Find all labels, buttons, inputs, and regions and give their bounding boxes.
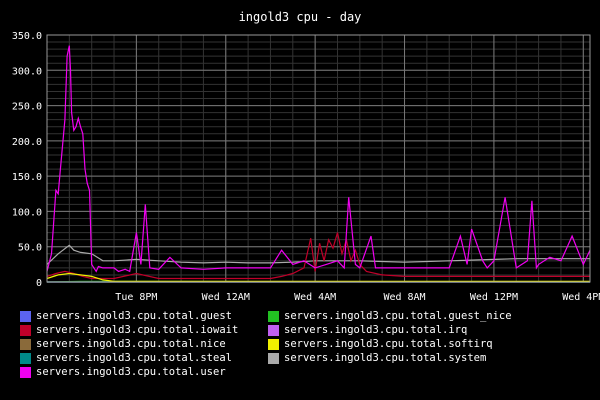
legend-item-nice: servers.ingold3.cpu.total.nice: [20, 337, 268, 351]
x-tick-label: Wed 8AM: [383, 292, 425, 303]
grid: [46, 34, 590, 283]
legend-label: servers.ingold3.cpu.total.irq: [284, 323, 468, 336]
legend: servers.ingold3.cpu.total.guest servers.i…: [20, 309, 580, 379]
x-tick-label: Wed 12AM: [202, 292, 250, 303]
plot-frame: [46, 34, 591, 283]
chart-title: ingold3 cpu - day: [239, 10, 362, 24]
axes: 0 50.0 100.0 150.0 200.0 250.0 300.0 350.0 Tue 8…: [12, 31, 600, 303]
y-tick-label: 150.0: [12, 172, 42, 183]
legend-swatch: [20, 366, 31, 378]
legend-swatch: [268, 310, 279, 322]
series-line-system: [46, 244, 590, 265]
legend-swatch: [268, 324, 279, 336]
y-tick-label: 250.0: [12, 102, 42, 113]
legend-swatch: [20, 310, 31, 322]
series-line-iowait: [46, 232, 590, 280]
legend-label: servers.ingold3.cpu.total.guest: [36, 309, 232, 322]
legend-swatch: [20, 352, 31, 364]
y-tick-label: 0: [36, 278, 42, 289]
y-tick-label: 200.0: [12, 137, 42, 148]
y-tick-label: 350.0: [12, 31, 42, 42]
legend-label: servers.ingold3.cpu.total.iowait: [36, 323, 239, 336]
legend-swatch: [20, 338, 31, 350]
y-tick-label: 300.0: [12, 66, 42, 77]
legend-label: servers.ingold3.cpu.total.guest_nice: [284, 309, 512, 322]
x-tick-label: Wed 4PM: [562, 292, 600, 303]
legend-label: servers.ingold3.cpu.total.steal: [36, 351, 232, 364]
legend-label: servers.ingold3.cpu.total.softirq: [284, 337, 493, 350]
legend-item-system: servers.ingold3.cpu.total.system: [268, 351, 568, 365]
legend-item-guest-nice: servers.ingold3.cpu.total.guest_nice: [268, 309, 568, 323]
legend-swatch: [268, 338, 279, 350]
legend-swatch: [268, 352, 279, 364]
series-line-user: [46, 45, 591, 273]
legend-label: servers.ingold3.cpu.total.user: [36, 365, 226, 378]
legend-label: servers.ingold3.cpu.total.system: [284, 351, 487, 364]
legend-item-irq: servers.ingold3.cpu.total.irq: [268, 323, 568, 337]
legend-item-user: servers.ingold3.cpu.total.user: [20, 365, 268, 379]
y-tick-label: 50.0: [18, 243, 42, 254]
legend-swatch: [20, 324, 31, 336]
y-tick-label: 100.0: [12, 207, 42, 218]
legend-item-guest: servers.ingold3.cpu.total.guest: [20, 309, 268, 323]
x-tick-label: Wed 12PM: [470, 292, 518, 303]
legend-item-softirq: servers.ingold3.cpu.total.softirq: [268, 337, 568, 351]
legend-label: servers.ingold3.cpu.total.nice: [36, 337, 226, 350]
legend-spacer: [268, 365, 568, 379]
legend-item-iowait: servers.ingold3.cpu.total.iowait: [20, 323, 268, 337]
legend-item-steal: servers.ingold3.cpu.total.steal: [20, 351, 268, 365]
series-line-softirq: [46, 272, 590, 282]
x-tick-label: Tue 8PM: [115, 292, 157, 303]
x-tick-label: Wed 4AM: [294, 292, 336, 303]
